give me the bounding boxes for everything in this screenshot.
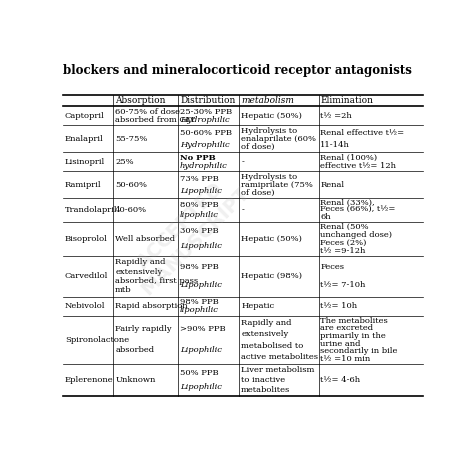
Text: Feces (2%): Feces (2%) bbox=[320, 239, 367, 247]
Text: Captopril: Captopril bbox=[65, 112, 104, 120]
Text: Ramipril: Ramipril bbox=[65, 181, 101, 189]
Text: Hepatic (50%): Hepatic (50%) bbox=[241, 235, 302, 243]
Text: 98% PPB: 98% PPB bbox=[180, 298, 219, 306]
Text: 25-30% PPB: 25-30% PPB bbox=[180, 107, 232, 115]
Text: enalaprilate (60%: enalaprilate (60% bbox=[241, 135, 316, 143]
Text: Absorption: Absorption bbox=[115, 96, 165, 105]
Text: No PPB: No PPB bbox=[180, 154, 216, 162]
Text: 25%: 25% bbox=[115, 158, 134, 166]
Text: 55-75%: 55-75% bbox=[115, 135, 147, 143]
Text: 80% PPB: 80% PPB bbox=[180, 201, 219, 209]
Text: unchanged dose): unchanged dose) bbox=[320, 231, 392, 239]
Text: t½ =2h: t½ =2h bbox=[320, 112, 352, 120]
Text: 30% PPB: 30% PPB bbox=[180, 227, 219, 235]
Text: >90% PPB: >90% PPB bbox=[180, 326, 226, 334]
Text: t½= 7-10h: t½= 7-10h bbox=[320, 281, 366, 289]
Text: ACCEPTED
MANUSCRIPT: ACCEPTED MANUSCRIPT bbox=[122, 168, 254, 299]
Text: ramiprilate (75%: ramiprilate (75% bbox=[241, 181, 313, 189]
Text: The metabolites: The metabolites bbox=[320, 317, 388, 325]
Text: Hydrolysis to: Hydrolysis to bbox=[241, 127, 297, 135]
Text: 50-60% PPB: 50-60% PPB bbox=[180, 129, 232, 137]
Text: 6h: 6h bbox=[320, 213, 331, 221]
Text: t½= 10h: t½= 10h bbox=[320, 302, 357, 310]
Text: Trandolapril: Trandolapril bbox=[65, 206, 118, 214]
Text: Spironolactone: Spironolactone bbox=[65, 336, 129, 344]
Text: Hepatic (50%): Hepatic (50%) bbox=[241, 112, 302, 120]
Text: Lipophilic: Lipophilic bbox=[180, 187, 222, 194]
Text: metabolism: metabolism bbox=[241, 96, 294, 105]
Text: blockers and mineralocorticoid receptor antagonists: blockers and mineralocorticoid receptor … bbox=[63, 64, 412, 77]
Text: Rapid absorption: Rapid absorption bbox=[115, 302, 188, 310]
Text: hydrophilic: hydrophilic bbox=[180, 162, 228, 170]
Text: Liver metabolism: Liver metabolism bbox=[241, 366, 315, 374]
Text: Hydrophilic: Hydrophilic bbox=[180, 116, 230, 124]
Text: -: - bbox=[241, 158, 244, 166]
Text: Lipophilic: Lipophilic bbox=[180, 281, 222, 289]
Text: lipophilic: lipophilic bbox=[180, 211, 219, 219]
Text: secondarily in bile: secondarily in bile bbox=[320, 348, 398, 356]
Text: lipophilic: lipophilic bbox=[180, 306, 219, 314]
Text: Eplerenone: Eplerenone bbox=[65, 376, 113, 384]
Text: Lipophilic: Lipophilic bbox=[180, 383, 222, 391]
Text: of dose): of dose) bbox=[241, 189, 274, 197]
Text: Feces: Feces bbox=[320, 264, 345, 272]
Text: absorbed: absorbed bbox=[115, 347, 154, 354]
Text: metabolised to: metabolised to bbox=[241, 342, 303, 350]
Text: extensively: extensively bbox=[241, 330, 288, 339]
Text: extensively: extensively bbox=[115, 268, 163, 276]
Text: absorbed, first pass: absorbed, first pass bbox=[115, 277, 198, 285]
Text: effective t½= 12h: effective t½= 12h bbox=[320, 162, 396, 170]
Text: Well absorbed: Well absorbed bbox=[115, 235, 175, 243]
Text: primarily in the: primarily in the bbox=[320, 332, 386, 340]
Text: Hydrolysis to: Hydrolysis to bbox=[241, 172, 297, 180]
Text: mtb: mtb bbox=[115, 286, 132, 295]
Text: Renal effective t½=: Renal effective t½= bbox=[320, 129, 404, 137]
Text: Renal (50%: Renal (50% bbox=[320, 223, 369, 231]
Text: Fairly rapidly: Fairly rapidly bbox=[115, 326, 172, 334]
Text: of dose): of dose) bbox=[241, 143, 274, 151]
Text: 98% PPB: 98% PPB bbox=[180, 264, 219, 272]
Text: 60-75% of dose: 60-75% of dose bbox=[115, 107, 180, 115]
Text: are excreted: are excreted bbox=[320, 325, 374, 333]
Text: t½= 4-6h: t½= 4-6h bbox=[320, 376, 361, 384]
Text: Elimination: Elimination bbox=[320, 96, 374, 105]
Text: Enalapril: Enalapril bbox=[65, 135, 103, 143]
Text: 40-60%: 40-60% bbox=[115, 206, 147, 214]
Text: Lipophilic: Lipophilic bbox=[180, 242, 222, 250]
Text: Rapidly and: Rapidly and bbox=[241, 319, 292, 327]
Text: t½ =9-12h: t½ =9-12h bbox=[320, 247, 366, 255]
Text: 50-60%: 50-60% bbox=[115, 181, 147, 189]
Text: Nebivolol: Nebivolol bbox=[65, 302, 105, 310]
Text: Distribution: Distribution bbox=[180, 96, 235, 105]
Text: Feces (66%), t½=: Feces (66%), t½= bbox=[320, 206, 396, 214]
Text: metabolites: metabolites bbox=[241, 386, 291, 394]
Text: Lisinopril: Lisinopril bbox=[65, 158, 105, 166]
Text: Rapidly and: Rapidly and bbox=[115, 258, 165, 266]
Text: Renal: Renal bbox=[320, 181, 345, 189]
Text: t½ =10 min: t½ =10 min bbox=[320, 355, 371, 363]
Text: urine and: urine and bbox=[320, 340, 361, 348]
Text: -: - bbox=[241, 206, 244, 214]
Text: active metabolites: active metabolites bbox=[241, 353, 318, 361]
Text: 50% PPB: 50% PPB bbox=[180, 369, 219, 377]
Text: absorbed from GIT: absorbed from GIT bbox=[115, 116, 195, 124]
Text: Bisoprolol: Bisoprolol bbox=[65, 235, 108, 243]
Text: Hepatic: Hepatic bbox=[241, 302, 274, 310]
Text: Lipophilic: Lipophilic bbox=[180, 347, 222, 354]
Text: Hepatic (98%): Hepatic (98%) bbox=[241, 272, 302, 280]
Text: Carvedilol: Carvedilol bbox=[65, 272, 108, 280]
Text: Renal (100%): Renal (100%) bbox=[320, 154, 377, 162]
Text: Unknown: Unknown bbox=[115, 376, 155, 384]
Text: Renal (33%),: Renal (33%), bbox=[320, 199, 375, 207]
Text: to inactive: to inactive bbox=[241, 376, 285, 384]
Text: 11-14h: 11-14h bbox=[320, 141, 350, 149]
Text: Hydrophilic: Hydrophilic bbox=[180, 141, 230, 149]
Text: 73% PPB: 73% PPB bbox=[180, 175, 219, 183]
